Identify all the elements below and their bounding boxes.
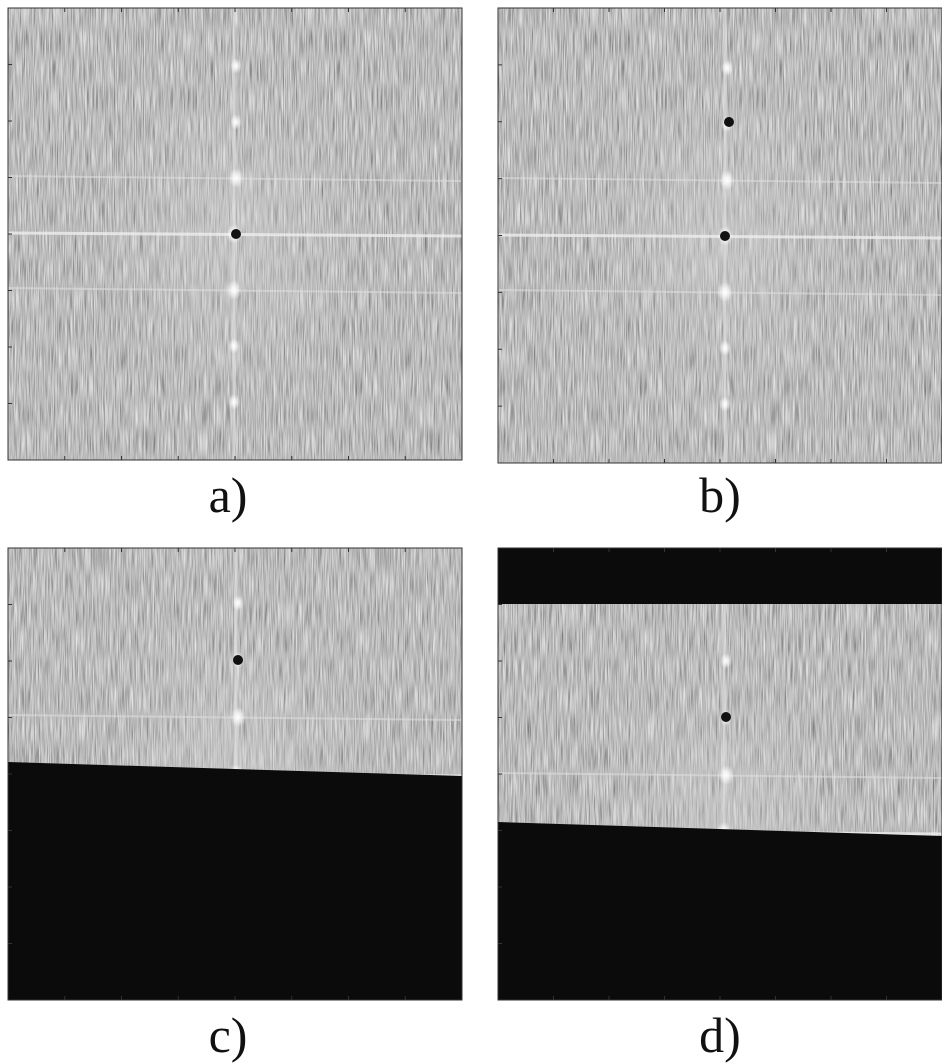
bright-spot bbox=[232, 595, 244, 611]
bright-spot bbox=[228, 168, 244, 188]
bright-spot bbox=[230, 707, 246, 727]
bright-spot bbox=[717, 282, 733, 302]
bright-spot bbox=[228, 338, 240, 354]
removed-peak bbox=[720, 231, 730, 241]
bright-spot bbox=[719, 396, 731, 412]
bright-spot bbox=[720, 653, 732, 669]
spectrum-panel bbox=[8, 548, 462, 1000]
panel-label: b) bbox=[699, 467, 741, 523]
bright-spot bbox=[719, 170, 735, 190]
masked-region bbox=[498, 548, 942, 604]
bright-spot bbox=[719, 340, 731, 356]
removed-peak bbox=[231, 229, 241, 239]
bright-spot bbox=[721, 60, 733, 76]
bright-spot bbox=[718, 765, 734, 785]
removed-peak bbox=[233, 655, 243, 665]
bright-spot bbox=[226, 280, 242, 300]
spectrum-panel bbox=[8, 8, 462, 460]
masked-region bbox=[8, 762, 462, 1000]
bright-spot bbox=[228, 394, 240, 410]
bright-spot bbox=[230, 114, 242, 130]
bright-spot bbox=[230, 58, 242, 74]
panel-label: c) bbox=[209, 1007, 248, 1063]
panel-label: d) bbox=[699, 1007, 741, 1063]
masked-region bbox=[498, 822, 942, 1000]
removed-peak bbox=[724, 117, 734, 127]
removed-peak bbox=[721, 712, 731, 722]
spectrum-panel bbox=[498, 8, 942, 463]
spectrum-panel bbox=[498, 548, 942, 1000]
panel-label: a) bbox=[209, 467, 248, 523]
